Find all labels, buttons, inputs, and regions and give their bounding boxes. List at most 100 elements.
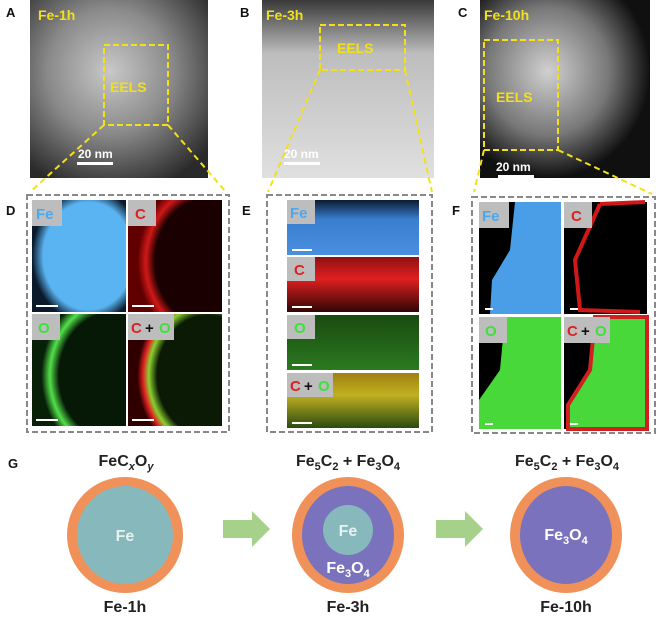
panel-letter: E [242,203,251,218]
core-label: Fe [339,523,358,540]
zoom-line [557,149,653,195]
composition-label: FeCxOy [99,453,155,473]
zoom-line [473,149,485,193]
core-label: Fe3O4 [544,527,588,547]
tem-image-fe-3h [262,0,434,178]
zoom-line [29,124,105,193]
panel-letter: G [8,456,18,471]
sample-label: Fe-3h [266,7,303,23]
c-o-signal-region [566,315,649,431]
scale-bar [132,305,154,307]
sample-label: Fe-10h [484,7,529,23]
stage-fe-10h: Fe5C2 + Fe3O4 Fe3O4 Fe-10h [510,453,622,616]
stage-fe-3h: Fe5C2 + Fe3O4 Fe Fe3O4 Fe-3h [292,453,404,616]
eels-label: EELS [110,79,147,95]
o-tag: O [318,378,330,395]
scale-label: 20 nm [284,147,319,161]
stage-fe-1h: FeCxOy Fe Fe-1h [67,453,183,616]
panel-letter: B [240,5,249,20]
fe3o4-core [520,486,612,584]
sample-label: Fe-1h [38,7,75,23]
tag-background [479,202,509,228]
stage-label: Fe-10h [540,599,592,616]
fe-core [77,486,173,584]
panel-a: A Fe-1h EELS 20 nm [6,0,227,193]
eels-region-box [483,39,559,151]
scale-bar [36,305,58,307]
scale-bar [570,423,578,425]
panel-b: B Fe-3h EELS 20 nm [240,0,434,193]
scale-bar [570,308,578,310]
eels-region-box [319,24,406,71]
tag-background [287,315,315,339]
c-tag: C [131,320,142,337]
tag-background [479,317,507,343]
composition-label: Fe5C2 + Fe3O4 [515,453,620,473]
c-tag: C [294,262,305,279]
panel-letter: C [458,5,468,20]
map-frame [266,194,433,433]
fe-tag: Fe [482,208,500,225]
tag-background [128,314,174,340]
plus-sign: + [304,378,313,395]
o-tag: O [294,320,306,337]
fe-tag: Fe [36,206,54,223]
map-frame [471,196,656,434]
zoom-line [404,69,433,193]
fe-signal-region [490,202,561,314]
panel-letter: D [6,203,15,218]
c-tag: C [571,208,582,225]
panel-g-schematic: G FeCxOy Fe Fe-1h Fe5C2 + Fe3O4 Fe Fe3O4… [8,453,622,616]
c-signal-edge [572,200,646,314]
tag-background [564,317,610,343]
c-tag: C [135,206,146,223]
scale-bar [292,306,312,308]
core-label: Fe [116,528,135,545]
scale-bar [36,419,58,421]
eels-region-box [103,44,169,126]
scale-bar [485,423,493,425]
scale-label: 20 nm [496,160,531,174]
panel-f: F Fe C O C + O [452,196,656,434]
scale-bar [292,364,312,366]
scale-bar [292,422,312,424]
tem-image-fe-1h [30,0,208,178]
arrow-right-icon [223,511,270,547]
tag-background [287,373,333,397]
zoom-line [267,69,321,193]
o-tag: O [159,320,171,337]
tag-background [32,314,60,340]
scale-bar [292,249,312,251]
plus-sign: + [145,320,154,337]
scale-bar [498,175,534,178]
eels-label: EELS [496,89,533,105]
panel-c: C Fe-10h EELS 20 nm [458,0,653,195]
panel-d: D Fe C O C + O [6,194,230,433]
tag-background [32,200,62,226]
tag-background [564,202,592,228]
plus-sign: + [581,323,590,340]
c-tag: C [567,323,578,340]
scale-bar [485,308,493,310]
scale-bar [132,419,154,421]
tem-image-fe-10h [480,0,650,178]
stage-label: Fe-1h [104,599,147,616]
o-tag: O [485,323,497,340]
panel-letter: A [6,5,16,20]
scale-bar [77,162,113,165]
panel-e: E Fe C O C + O [242,194,433,433]
shell-label: Fe3O4 [326,560,370,580]
o-signal-region [479,317,561,429]
zoom-line [167,124,227,193]
tag-background [287,200,315,224]
o-tag: O [595,323,607,340]
panel-letter: F [452,203,460,218]
tag-background [287,257,315,281]
c-tag: C [290,378,301,395]
scale-bar [284,162,320,165]
map-frame [26,194,230,433]
tag-background [128,200,156,226]
composition-label: Fe5C2 + Fe3O4 [296,453,401,473]
arrow-right-icon [436,511,483,547]
